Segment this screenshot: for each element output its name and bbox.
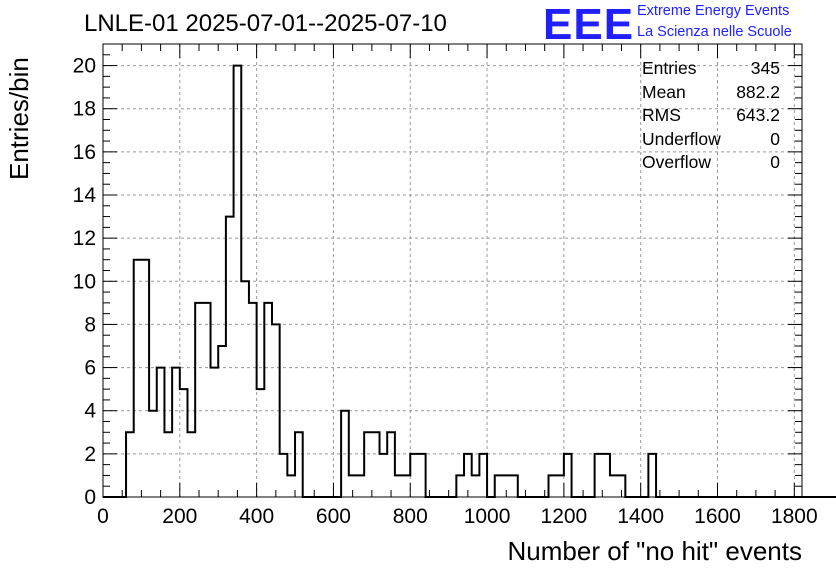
y-tick-label: 10 [73, 270, 96, 293]
chart-title: LNLE-01 2025-07-01--2025-07-10 [84, 10, 447, 37]
stats-key: Underflow [642, 128, 721, 149]
x-tick-label: 0 [97, 505, 109, 528]
stats-row-entries: Entries 345 [642, 58, 780, 82]
stats-value: 0 [770, 128, 780, 149]
y-tick-label: 12 [73, 227, 96, 250]
stats-value: 643.2 [736, 105, 780, 125]
stats-row-mean: Mean 882.2 [642, 82, 780, 106]
x-tick-label: 1200 [541, 505, 588, 528]
x-axis-label: Number of "no hit" events [507, 536, 803, 566]
y-tick-label: 4 [84, 400, 96, 423]
stats-key: Mean [642, 81, 686, 102]
x-tick-label: 1800 [771, 505, 818, 528]
logo-line-1: Extreme Energy Events [637, 3, 790, 19]
y-tick-label: 18 [73, 98, 96, 121]
eee-logo: EEE [543, 0, 635, 49]
x-tick-label: 800 [393, 505, 428, 528]
x-tick-label: 600 [316, 505, 351, 528]
y-axis-label: Entries/bin [4, 57, 34, 180]
stats-row-overflow: Overflow 0 [642, 152, 780, 176]
y-tick-label: 0 [84, 486, 96, 509]
x-tick-label: 200 [162, 505, 197, 528]
x-tick-label: 1400 [617, 505, 664, 528]
stats-box: Entries 345 Mean 882.2 RMS 643.2 Underflow 0… [642, 58, 780, 176]
stats-row-rms: RMS 643.2 [642, 105, 780, 129]
y-tick-label: 2 [84, 443, 96, 466]
stats-value: 345 [750, 58, 780, 78]
stats-key: Entries [642, 58, 697, 78]
x-tick-label: 1600 [694, 505, 741, 528]
y-tick-label: 14 [73, 184, 97, 207]
stats-key: Overflow [642, 152, 712, 172]
stats-row-underflow: Underflow 0 [642, 129, 780, 153]
y-tick-label: 6 [84, 357, 96, 380]
logo-line-2: La Scienza nelle Scuole [637, 24, 792, 40]
x-tick-label: 400 [239, 505, 274, 528]
y-tick-label: 16 [73, 141, 96, 164]
stats-key: RMS [642, 105, 681, 125]
stats-value: 0 [770, 152, 780, 172]
y-tick-label: 20 [73, 55, 96, 78]
y-tick-label: 8 [84, 313, 96, 336]
x-tick-label: 1000 [464, 505, 511, 528]
histogram-series [103, 64, 836, 498]
stats-value: 882.2 [736, 81, 780, 102]
